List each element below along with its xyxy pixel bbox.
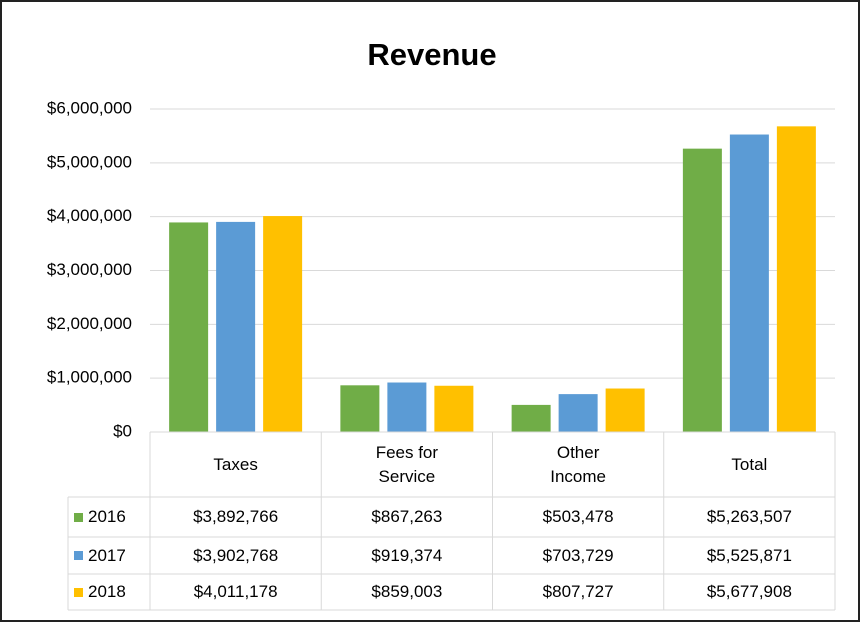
- legend-label: 2017: [88, 545, 126, 565]
- data-label: $703,729: [542, 545, 614, 565]
- data-label: $4,011,178: [193, 582, 278, 602]
- legend-entry: 2016: [68, 497, 150, 537]
- data-label: $503,478: [542, 507, 614, 527]
- legend-label: 2018: [88, 582, 126, 602]
- y-tick-label: $0: [113, 421, 132, 440]
- data-label: $867,263: [371, 507, 443, 527]
- data-label: $5,677,908: [706, 582, 792, 602]
- bar: [776, 126, 816, 432]
- category-header: Other Income: [550, 442, 606, 486]
- y-tick-label: $3,000,000: [47, 260, 132, 279]
- category-header: Total: [731, 454, 768, 474]
- data-label: $919,374: [371, 545, 443, 565]
- bar: [605, 388, 645, 432]
- legend-swatch: [74, 587, 83, 597]
- data-label: $5,525,871: [706, 545, 792, 565]
- legend-swatch: [74, 551, 83, 560]
- bar: [387, 382, 427, 432]
- legend-entry: 2017: [68, 537, 150, 574]
- y-tick-label: $4,000,000: [47, 206, 132, 225]
- bar: [340, 385, 380, 432]
- category-header: Taxes: [213, 454, 258, 474]
- data-label: $859,003: [371, 582, 443, 602]
- legend-swatch: [74, 512, 83, 522]
- y-tick-label: $1,000,000: [47, 368, 132, 387]
- data-label: $3,892,766: [193, 507, 279, 527]
- bar: [169, 222, 209, 432]
- bar: [434, 385, 474, 432]
- bar: [729, 134, 769, 433]
- category-header: Fees for Service: [375, 442, 439, 486]
- y-tick-label: $2,000,000: [47, 314, 132, 333]
- chart-title: Revenue: [367, 37, 496, 72]
- bar: [511, 404, 551, 432]
- legend-entry: 2018: [68, 574, 150, 610]
- data-label: $5,263,507: [706, 507, 792, 527]
- y-tick-label: $5,000,000: [47, 152, 132, 171]
- bar: [682, 148, 722, 432]
- bar: [263, 216, 303, 432]
- y-tick-label: $6,000,000: [47, 98, 132, 117]
- data-label: $807,727: [542, 582, 614, 602]
- data-label: $3,902,768: [193, 545, 279, 565]
- bar: [216, 221, 256, 432]
- legend-label: 2016: [88, 507, 126, 527]
- bar: [558, 394, 598, 432]
